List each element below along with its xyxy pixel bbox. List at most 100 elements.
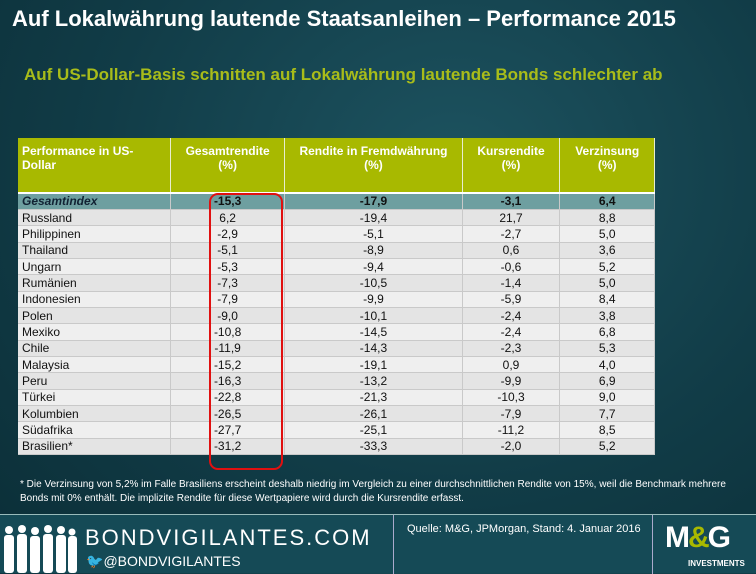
country-cell: Philippinen [18, 225, 171, 243]
table-row: Brasilien* -31,2 -33,3 -2,0 5,2 [18, 438, 655, 456]
value-cell: -7,3 [170, 274, 286, 292]
table-row: Türkei -22,8 -21,3 -10,3 9,0 [18, 389, 655, 406]
value-cell: -11,9 [170, 340, 286, 357]
value-cell: 0,9 [462, 356, 561, 374]
country-cell: Südafrika [18, 421, 171, 439]
value-cell: -0,6 [462, 258, 561, 276]
value-cell: -2,7 [462, 225, 561, 243]
country-cell: Mexiko [18, 323, 171, 341]
value-cell: -26,1 [284, 405, 463, 423]
table-row: Rumänien -7,3 -10,5 -1,4 5,0 [18, 274, 655, 292]
logo-subtitle: INVESTMENTS [688, 559, 745, 568]
value-cell: 4,0 [559, 356, 655, 374]
column-header: Gesamtrendite (%) [170, 138, 286, 194]
value-cell: -25,1 [284, 421, 463, 439]
value-cell: 7,7 [559, 405, 655, 423]
value-cell: -16,3 [170, 372, 286, 390]
column-header: Verzinsung (%) [559, 138, 655, 194]
value-cell: 5,0 [559, 274, 655, 292]
value-cell: -9,9 [462, 372, 561, 390]
column-header: Rendite in Fremdwährung (%) [284, 138, 463, 194]
twitter-icon: 🐦 [86, 553, 104, 569]
country-cell: Malaysia [18, 356, 171, 374]
table-row: Südafrika -27,7 -25,1 -11,2 8,5 [18, 421, 655, 439]
table-row: Russland 6,2 -19,4 21,7 8,8 [18, 209, 655, 227]
source-text: Quelle: M&G, JPMorgan, Stand: 4. Januar … [407, 523, 641, 535]
country-cell: Chile [18, 340, 171, 357]
value-cell: -2,4 [462, 307, 561, 325]
value-cell: -33,3 [284, 438, 463, 456]
performance-table: Performance in US-Dollar Gesamtrendite (%… [18, 138, 655, 456]
value-cell: -15,2 [170, 356, 286, 374]
divider [393, 515, 394, 574]
value-cell: -9,0 [170, 307, 286, 325]
value-cell: 5,3 [559, 340, 655, 357]
value-cell: -9,9 [284, 291, 463, 308]
country-cell: Polen [18, 307, 171, 325]
value-cell: 21,7 [462, 209, 561, 227]
value-cell: -1,4 [462, 274, 561, 292]
value-cell: -14,5 [284, 323, 463, 341]
value-cell: -9,4 [284, 258, 463, 276]
value-cell: -3,1 [462, 193, 561, 210]
value-cell: 0,6 [462, 242, 561, 259]
value-cell: -19,4 [284, 209, 463, 227]
divider [652, 515, 653, 574]
value-cell: -8,9 [284, 242, 463, 259]
value-cell: -21,3 [284, 389, 463, 406]
value-cell: 6,2 [170, 209, 286, 227]
value-cell: 6,4 [559, 193, 655, 210]
value-cell: -13,2 [284, 372, 463, 390]
value-cell: -5,9 [462, 291, 561, 308]
page-subtitle: Auf US-Dollar-Basis schnitten auf Lokalw… [24, 65, 663, 84]
value-cell: -10,8 [170, 323, 286, 341]
value-cell: -10,3 [462, 389, 561, 406]
column-header: Kursrendite (%) [462, 138, 561, 194]
country-cell: Peru [18, 372, 171, 390]
table-row: Polen -9,0 -10,1 -2,4 3,8 [18, 307, 655, 325]
table-row: Chile -11,9 -14,3 -2,3 5,3 [18, 340, 655, 357]
country-cell: Indonesien [18, 291, 171, 308]
value-cell: -22,8 [170, 389, 286, 406]
table-row: Thailand -5,1 -8,9 0,6 3,6 [18, 242, 655, 259]
value-cell: -2,4 [462, 323, 561, 341]
country-cell: Brasilien* [18, 438, 171, 456]
value-cell: 6,8 [559, 323, 655, 341]
value-cell: -26,5 [170, 405, 286, 423]
value-cell: 9,0 [559, 389, 655, 406]
value-cell: -2,9 [170, 225, 286, 243]
value-cell: -19,1 [284, 356, 463, 374]
country-cell: Kolumbien [18, 405, 171, 423]
value-cell: -14,3 [284, 340, 463, 357]
footnote: * Die Verzinsung von 5,2% im Falle Brasi… [20, 479, 726, 504]
index-row: Gesamtindex -15,3 -17,9 -3,1 6,4 [18, 193, 655, 210]
footer: BONDVIGILANTES.COM 🐦@BONDVIGILANTES Quel… [0, 514, 756, 574]
value-cell: -5,3 [170, 258, 286, 276]
value-cell: -10,5 [284, 274, 463, 292]
value-cell: -11,2 [462, 421, 561, 439]
country-cell: Ungarn [18, 258, 171, 276]
value-cell: -15,3 [170, 193, 286, 210]
value-cell: 5,2 [559, 258, 655, 276]
table-header-row: Performance in US-Dollar Gesamtrendite (%… [18, 138, 655, 194]
value-cell: -5,1 [284, 225, 463, 243]
value-cell: -10,1 [284, 307, 463, 325]
page-title: Auf Lokalwährung lautende Staatsanleihen… [12, 6, 676, 31]
value-cell: 3,6 [559, 242, 655, 259]
value-cell: 5,0 [559, 225, 655, 243]
twitter-handle: 🐦@BONDVIGILANTES [86, 553, 241, 569]
highlight-box [209, 193, 283, 470]
site-name: BONDVIGILANTES.COM [85, 525, 372, 550]
mg-logo: M&G [665, 521, 731, 554]
value-cell: 6,9 [559, 372, 655, 390]
country-cell: Russland [18, 209, 171, 227]
value-cell: -2,0 [462, 438, 561, 456]
value-cell: -27,7 [170, 421, 286, 439]
country-cell: Rumänien [18, 274, 171, 292]
column-header: Performance in US-Dollar [18, 138, 171, 194]
table-row: Indonesien -7,9 -9,9 -5,9 8,4 [18, 291, 655, 308]
country-cell: Gesamtindex [18, 193, 171, 210]
value-cell: -5,1 [170, 242, 286, 259]
country-cell: Türkei [18, 389, 171, 406]
table-row: Ungarn -5,3 -9,4 -0,6 5,2 [18, 258, 655, 276]
